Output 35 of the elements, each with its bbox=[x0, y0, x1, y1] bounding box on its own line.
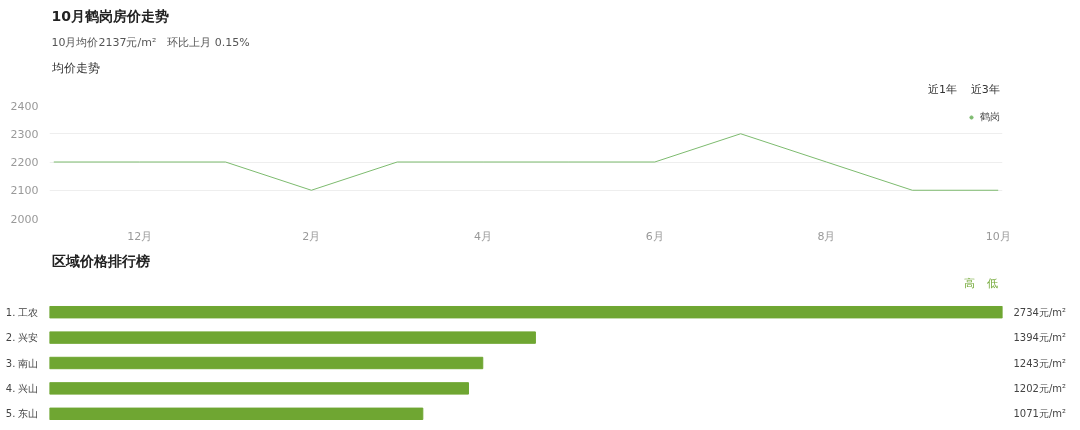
x-tick-label: 12月 bbox=[127, 229, 153, 243]
text: 均价走势 bbox=[50, 60, 100, 75]
y-tick-label: 2100 bbox=[10, 184, 39, 198]
text: 近1年 bbox=[927, 82, 957, 96]
y-tick-label: 2400 bbox=[10, 99, 39, 113]
x-tick-label: 8月 bbox=[817, 229, 836, 243]
bar bbox=[49, 407, 424, 421]
chart-title: 10月鹤岗房价走势 bbox=[51, 7, 169, 24]
data-label: 2734元/m² bbox=[1013, 306, 1067, 318]
chart-subtitle: 10月均价2137元/m² 环比上月 0.15% bbox=[51, 35, 250, 49]
x-tick-label: 10月 bbox=[985, 229, 1011, 243]
text: 近3年 bbox=[970, 82, 1000, 96]
text: 低 bbox=[987, 276, 999, 290]
y-tick-label: 1. 工农 bbox=[5, 306, 39, 318]
data-label: 1202元/m² bbox=[1013, 382, 1067, 394]
bar bbox=[49, 331, 536, 344]
legend-label: 鹤岗 bbox=[980, 110, 1000, 124]
data-label: 1394元/m² bbox=[1013, 332, 1067, 344]
data-label: 1243元/m² bbox=[1013, 357, 1067, 369]
bar bbox=[49, 305, 1003, 319]
y-tick-label: 2000 bbox=[10, 212, 39, 226]
y-tick-label: 5. 东山 bbox=[5, 408, 39, 420]
x-tick-label: 6月 bbox=[645, 229, 664, 243]
chart-title: 区域价格排行榜 bbox=[51, 252, 150, 269]
data-label: 1071元/m² bbox=[1013, 408, 1067, 420]
y-tick-label: 3. 南山 bbox=[5, 357, 39, 369]
x-tick-label: 4月 bbox=[474, 229, 493, 243]
y-tick-label: 2. 兴安 bbox=[5, 332, 39, 344]
y-tick-label: 2200 bbox=[10, 156, 39, 169]
bar bbox=[49, 356, 484, 370]
y-tick-label: 2300 bbox=[10, 127, 39, 141]
bar bbox=[49, 382, 469, 395]
y-tick-label: 4. 兴山 bbox=[5, 382, 39, 394]
x-tick-label: 2月 bbox=[302, 229, 321, 243]
text: 高 bbox=[963, 276, 975, 290]
